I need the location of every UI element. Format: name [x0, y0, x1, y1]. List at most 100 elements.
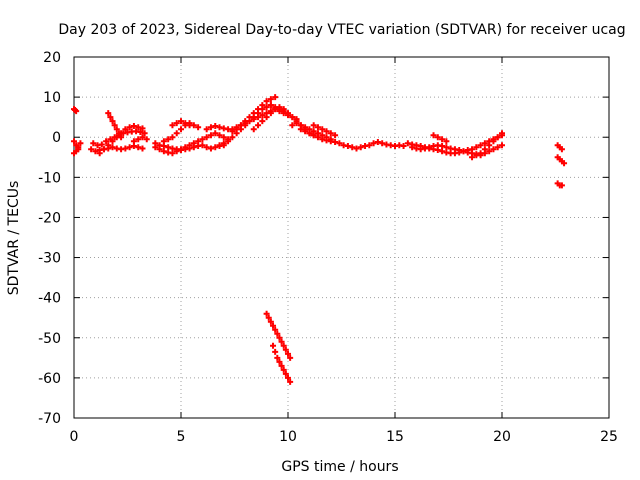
data-point [332, 132, 339, 139]
data-point [404, 140, 411, 147]
data-point [90, 140, 97, 147]
data-point [400, 143, 407, 150]
data-point [282, 370, 289, 377]
data-point [135, 136, 142, 143]
series-s11 [169, 118, 193, 129]
data-point [499, 142, 505, 149]
x-axis-ticks: 0 5 10 15 20 25 [70, 57, 618, 445]
data-point [272, 348, 279, 355]
series-s26 [554, 154, 568, 167]
data-point [374, 139, 381, 146]
data-point [366, 142, 373, 149]
data-point [156, 146, 163, 153]
data-point [287, 354, 294, 361]
data-point [207, 145, 214, 152]
data-point [212, 130, 219, 137]
data-point [212, 122, 219, 129]
y-tick-label: 20 [43, 50, 61, 66]
data-point [250, 116, 257, 123]
data-point [139, 145, 146, 152]
series-s23 [430, 132, 450, 145]
data-point [276, 106, 283, 113]
data-point [481, 146, 488, 153]
data-point [195, 138, 202, 145]
data-point [259, 118, 266, 125]
data-point [310, 132, 317, 139]
data-point [486, 142, 493, 149]
data-point [490, 138, 497, 145]
data-point [469, 154, 476, 161]
data-point [207, 124, 214, 131]
data-point [409, 144, 416, 151]
series-s17 [267, 102, 407, 152]
data-point [165, 136, 172, 143]
data-point [486, 148, 493, 155]
series-s29 [270, 342, 294, 385]
data-point [477, 150, 484, 157]
data-point [494, 134, 501, 141]
data-point [357, 144, 364, 151]
series-s1 [71, 106, 80, 115]
data-point [113, 126, 120, 133]
x-tick-label: 5 [177, 429, 186, 445]
data-point [237, 122, 244, 129]
data-point [77, 140, 84, 147]
data-point [272, 94, 279, 101]
data-point [109, 144, 116, 151]
data-point [229, 126, 236, 133]
data-point [103, 138, 110, 145]
data-point [98, 141, 105, 148]
data-point [319, 126, 326, 133]
plot-frame [73, 56, 610, 419]
data-point [327, 136, 334, 143]
data-point [229, 134, 236, 141]
data-point [182, 144, 189, 151]
data-points [71, 94, 568, 385]
data-point [169, 150, 176, 157]
data-point [109, 118, 116, 125]
data-point [135, 124, 142, 131]
data-point [327, 130, 334, 137]
data-point [220, 134, 227, 141]
series-s27 [554, 180, 565, 189]
data-point [92, 148, 99, 155]
data-point [105, 142, 112, 149]
series-s24 [469, 130, 505, 161]
data-point [265, 314, 272, 321]
y-tick-label: -30 [38, 251, 61, 267]
data-point [126, 124, 133, 131]
data-point [88, 146, 95, 153]
data-point [107, 114, 114, 121]
data-point [73, 108, 80, 115]
data-point [267, 96, 274, 103]
series-s28 [263, 310, 294, 361]
data-point [169, 122, 176, 129]
data-point [282, 346, 289, 353]
data-point [477, 142, 484, 149]
data-point [212, 144, 219, 151]
data-point [126, 144, 133, 151]
data-point [259, 102, 266, 109]
data-point [203, 126, 210, 133]
x-tick-label: 10 [279, 429, 297, 445]
data-point [276, 334, 283, 341]
data-point [178, 126, 184, 133]
data-point [443, 144, 450, 151]
data-point [203, 144, 210, 151]
data-point [71, 138, 77, 145]
data-point [443, 138, 450, 145]
data-point [130, 122, 137, 129]
data-point [139, 134, 146, 141]
data-point [499, 130, 505, 137]
data-point [165, 144, 172, 151]
data-point [122, 145, 129, 152]
data-point [426, 144, 433, 151]
data-point [285, 350, 291, 357]
data-point [216, 124, 223, 131]
data-point [186, 122, 193, 129]
data-point [481, 140, 488, 147]
data-point [270, 322, 277, 329]
data-point [314, 130, 321, 137]
series-s19 [297, 126, 317, 139]
data-point [255, 122, 262, 129]
